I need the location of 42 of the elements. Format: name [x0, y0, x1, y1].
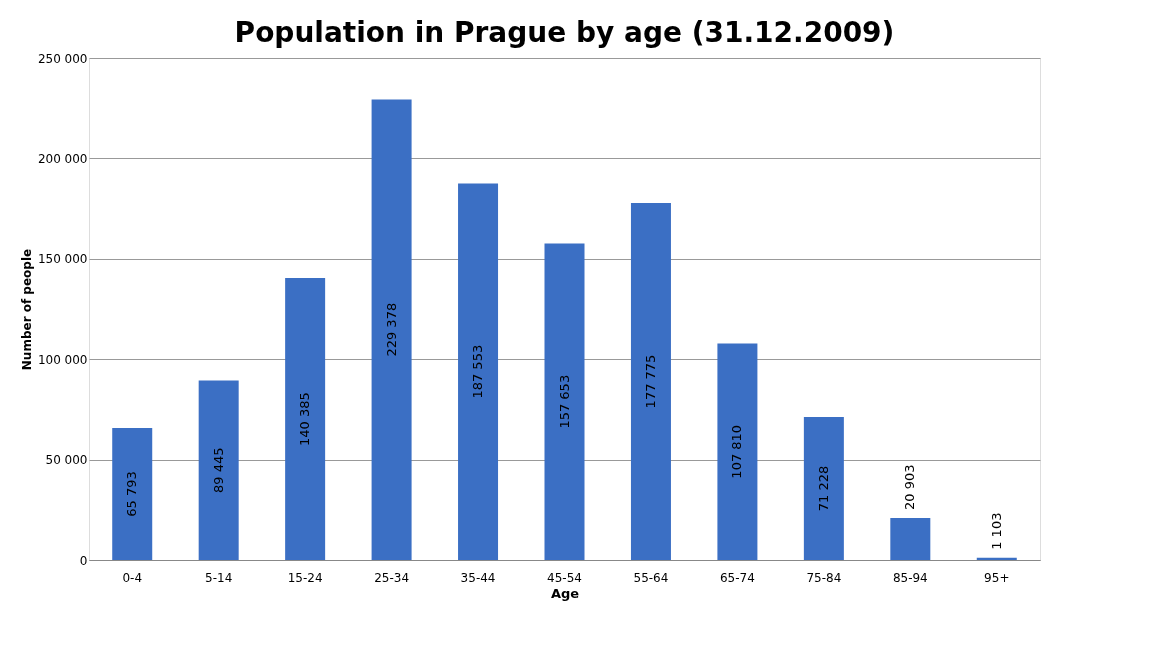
y-tick-label: 150 000 — [37, 252, 88, 267]
data-label: 229 378 — [383, 302, 399, 357]
data-label: 71 228 — [815, 465, 831, 512]
data-label: 107 810 — [729, 424, 745, 479]
data-label: 157 653 — [556, 374, 572, 429]
y-tick-label: 100 000 — [37, 352, 88, 367]
bar — [285, 278, 326, 560]
data-label: 1 103 — [988, 512, 1004, 550]
bar — [458, 183, 499, 560]
x-tick-label: 45-54 — [547, 570, 582, 585]
data-label: 177 775 — [642, 354, 658, 409]
y-tick-label: 250 000 — [37, 51, 88, 66]
bar — [717, 343, 758, 560]
x-tick-label: 35-44 — [460, 570, 496, 585]
bar — [112, 427, 153, 560]
bar — [198, 380, 239, 560]
bar — [976, 557, 1017, 560]
data-label: 65 793 — [124, 471, 140, 517]
y-axis-title: Number of people — [19, 248, 34, 371]
x-tick-label: 5-14 — [205, 570, 233, 585]
bar — [544, 243, 585, 560]
x-tick-label: 25-34 — [374, 570, 410, 585]
chart-title: Population in Prague by age (31.12.2009) — [234, 16, 895, 49]
data-label: 89 445 — [210, 447, 226, 493]
data-label: 20 903 — [902, 464, 918, 511]
y-tick-label: 50 000 — [45, 453, 88, 468]
bar — [630, 203, 671, 560]
x-tick-label: 0-4 — [122, 570, 143, 585]
bar — [803, 416, 844, 560]
bar — [371, 99, 412, 560]
x-axis-title: Age — [550, 585, 580, 601]
x-tick-label: 55-64 — [633, 570, 669, 585]
x-tick-label: 75-84 — [806, 570, 842, 585]
y-tick-label: 200 000 — [37, 151, 88, 166]
x-tick-label: 15-24 — [287, 570, 323, 585]
data-label: 140 385 — [297, 392, 313, 446]
bar — [890, 518, 931, 560]
x-tick-label: 95+ — [984, 570, 1010, 585]
data-label: 187 553 — [470, 344, 486, 399]
x-tick-label: 65-74 — [719, 570, 755, 585]
y-tick-label: 0 — [79, 553, 88, 568]
x-tick-label: 85-94 — [892, 570, 928, 585]
